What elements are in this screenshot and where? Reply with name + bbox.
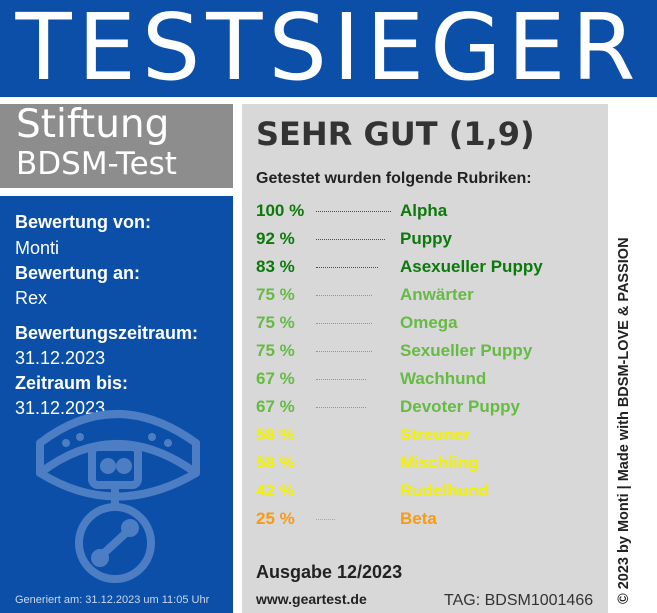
category-name: Puppy [400,229,452,248]
dog-collar-icon [36,410,200,583]
category-dotted-leader [316,323,372,324]
category-row: 83 % Asexueller Puppy [0,253,620,281]
brand-line-1: Stiftung [16,102,170,147]
category-dotted-leader [316,435,360,436]
category-row: 67 % Devoter Puppy [0,393,620,421]
category-name: Mischling [400,453,479,472]
category-dotted-leader [316,491,348,492]
category-row: 92 % Puppy [0,225,620,253]
category-percent: 100 % [256,201,305,220]
category-percent: 75 % [256,341,295,360]
category-name: Rudelhund [400,481,489,500]
category-percent: 58 % [256,453,295,472]
category-percent: 67 % [256,369,295,388]
generated-timestamp: Generiert am: 31.12.2023 um 11:05 Uhr [15,594,210,606]
category-row: 42 % Rudelhund [0,477,620,505]
brand-box [0,104,233,188]
banner-title: TESTSIEGER [15,0,642,97]
rating-from-label: Bewertung von: [15,212,152,232]
category-dotted-leader [316,267,378,268]
category-row: 75 % Anwärter [0,281,620,309]
category-name: Alpha [400,201,448,220]
rating-to-label: Bewertung an: [15,263,141,283]
period-until-value: 31.12.2023 [15,398,106,418]
results-panel [242,104,608,613]
category-name: Sexueller Puppy [400,341,533,360]
category-row: 100 % Alpha [0,197,620,225]
edition-label: Ausgabe 12/2023 [256,562,403,582]
category-dotted-leader [316,211,391,212]
category-name: Wachhund [400,369,487,388]
category-percent: 58 % [256,425,295,444]
testsieger-banner: TESTSIEGER [0,0,657,97]
category-row: 58 % Mischling [0,449,620,477]
category-percent: 67 % [256,397,295,416]
overall-rating: SEHR GUT (1,9) [256,115,535,153]
website-link[interactable]: www.geartest.de [256,591,367,607]
copyright-vertical: © 2023 by Monti | Made with BDSM-LOVE & … [616,237,632,604]
category-percent: 75 % [256,313,295,332]
rating-from-value: Monti [15,238,60,258]
category-name: Omega [400,313,458,332]
category-row: 58 % Streuner [0,421,620,449]
category-percent: 25 % [256,509,295,528]
category-percent: 83 % [256,257,295,276]
category-dotted-leader [316,351,372,352]
category-percent: 42 % [256,481,295,500]
rating-period-value: 31.12.2023 [15,348,106,368]
category-row: 75 % Omega [0,309,620,337]
category-name: Streuner [400,425,470,444]
category-dotted-leader [316,463,360,464]
category-name: Asexueller Puppy [400,257,543,276]
category-percent: 92 % [256,229,295,248]
category-row: 75 % Sexueller Puppy [0,337,620,365]
category-name: Devoter Puppy [400,397,520,416]
test-tag: TAG: BDSM1001466 [444,592,594,609]
category-row: 25 % Beta [0,505,620,533]
rating-to-value: Rex [15,288,48,308]
category-dotted-leader [316,519,335,520]
brand-line-2: BDSM-Test [16,146,177,182]
category-percent: 75 % [256,285,295,304]
category-dotted-leader [316,407,366,408]
categories-heading: Getestet wurden folgende Rubriken: [256,170,532,187]
period-until-label: Zeitraum bis: [15,373,129,393]
category-dotted-leader [316,239,385,240]
category-dotted-leader [316,295,372,296]
category-row: 67 % Wachhund [0,365,620,393]
rating-period-label: Bewertungszeitraum: [15,323,199,343]
category-name: Anwärter [400,285,474,304]
category-dotted-leader [316,379,366,380]
category-name: Beta [400,509,437,528]
